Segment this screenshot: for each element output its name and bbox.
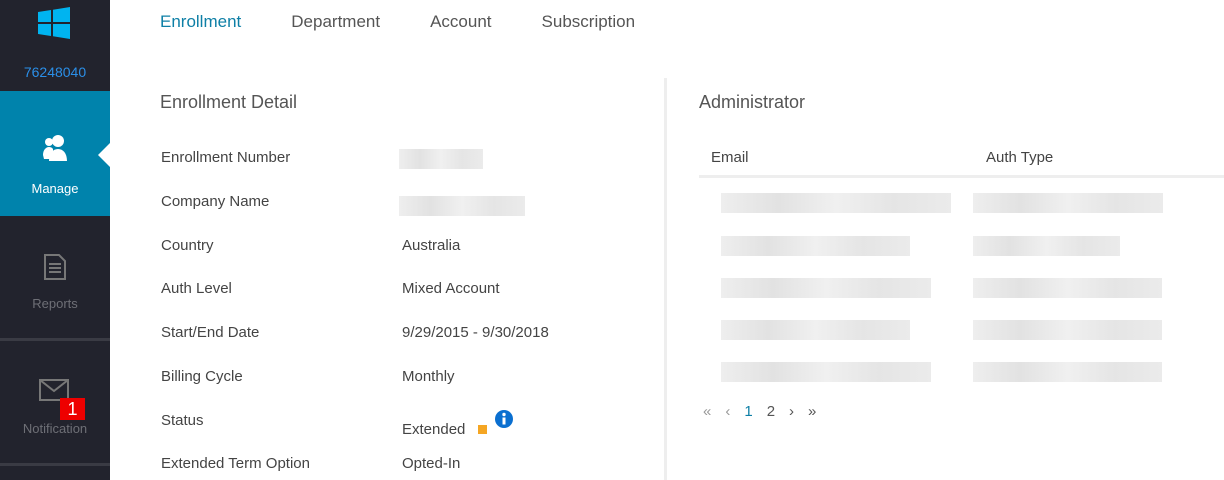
active-pointer [98, 143, 110, 167]
status-indicator [477, 425, 487, 434]
enrollment-detail-title: Enrollment Detail [160, 92, 298, 112]
row-value: Opted-In [402, 455, 461, 472]
row-label: Extended Term Option [161, 455, 310, 472]
table-row [721, 362, 1162, 387]
detail-row: Start/End Date 9/29/2015 - 9/30/2018 [161, 324, 641, 341]
row-label: Company Name [161, 193, 270, 210]
page-1-button[interactable]: 1 [744, 403, 753, 420]
status-text: Extended [402, 421, 466, 438]
sidebar: 76248040 Manage Reports Notification 1 [0, 0, 110, 480]
header-divider [699, 175, 1224, 178]
row-value: Mixed Account [402, 280, 500, 297]
redacted-auth-type [973, 362, 1162, 382]
detail-row: Company Name [161, 193, 641, 216]
page-2-button[interactable]: 2 [766, 403, 776, 420]
first-page-button[interactable]: « [703, 403, 712, 420]
pagination: « ‹ 1 2 › » [703, 403, 816, 420]
tab-account[interactable]: Account [430, 12, 492, 31]
redacted-email [721, 278, 931, 298]
redacted-auth-type [973, 236, 1120, 256]
row-value: Australia [402, 237, 461, 254]
table-row [721, 236, 1120, 261]
tab-department[interactable]: Department [291, 12, 381, 31]
redacted-auth-type [973, 193, 1163, 213]
redacted-auth-type [973, 278, 1162, 298]
row-label: Billing Cycle [161, 368, 243, 385]
document-icon [44, 254, 66, 280]
table-row [721, 278, 1162, 303]
detail-row: Country Australia [161, 237, 641, 254]
notification-badge: 1 [60, 398, 85, 420]
redacted-value [399, 149, 483, 169]
row-value: Monthly [402, 368, 455, 385]
redacted-email [721, 193, 951, 213]
row-value: 9/29/2015 - 9/30/2018 [402, 324, 549, 341]
row-label: Status [161, 412, 204, 429]
row-label: Enrollment Number [161, 149, 291, 166]
detail-row: Auth Level Mixed Account [161, 280, 641, 297]
redacted-email [721, 236, 910, 256]
table-row [721, 320, 1162, 345]
tab-bar: Enrollment Department Account Subscripti… [160, 12, 635, 32]
column-header-auth-type[interactable]: Auth Type [986, 149, 1054, 166]
table-row [721, 193, 1163, 218]
sidebar-item-label: Manage [31, 181, 79, 196]
detail-row: Billing Cycle Monthly [161, 368, 641, 385]
detail-row: Enrollment Number [161, 149, 641, 169]
sidebar-item-manage[interactable]: Manage [0, 91, 110, 216]
detail-row: Extended Term Option Opted-In [161, 455, 641, 472]
row-value: Extended [402, 410, 513, 438]
sidebar-item-label: Reports [32, 296, 78, 311]
redacted-email [721, 320, 910, 340]
sidebar-item-notification[interactable]: Notification [0, 341, 110, 466]
mail-icon [39, 379, 69, 401]
tab-subscription[interactable]: Subscription [541, 12, 636, 31]
tab-enrollment[interactable]: Enrollment [160, 12, 242, 31]
divider [0, 463, 110, 466]
redacted-value [399, 196, 525, 216]
sidebar-item-label: Notification [22, 421, 88, 436]
redacted-email [721, 362, 931, 382]
redacted-auth-type [973, 320, 1162, 340]
last-page-button[interactable]: » [808, 403, 817, 420]
row-label: Start/End Date [161, 324, 260, 341]
row-label: Auth Level [161, 280, 232, 297]
administrator-title: Administrator [699, 92, 806, 112]
column-header-email[interactable]: Email [711, 149, 749, 166]
divider [0, 338, 110, 341]
prev-page-button[interactable]: ‹ [725, 403, 731, 420]
detail-row: Status Extended [161, 410, 641, 438]
account-id[interactable]: 76248040 [23, 64, 87, 80]
sidebar-item-reports[interactable]: Reports [0, 216, 110, 341]
next-page-button[interactable]: › [789, 403, 795, 420]
users-icon [43, 135, 67, 161]
divider [664, 78, 667, 480]
info-icon[interactable] [494, 410, 513, 428]
row-label: Country [161, 237, 214, 254]
windows-logo-icon[interactable] [38, 7, 70, 39]
